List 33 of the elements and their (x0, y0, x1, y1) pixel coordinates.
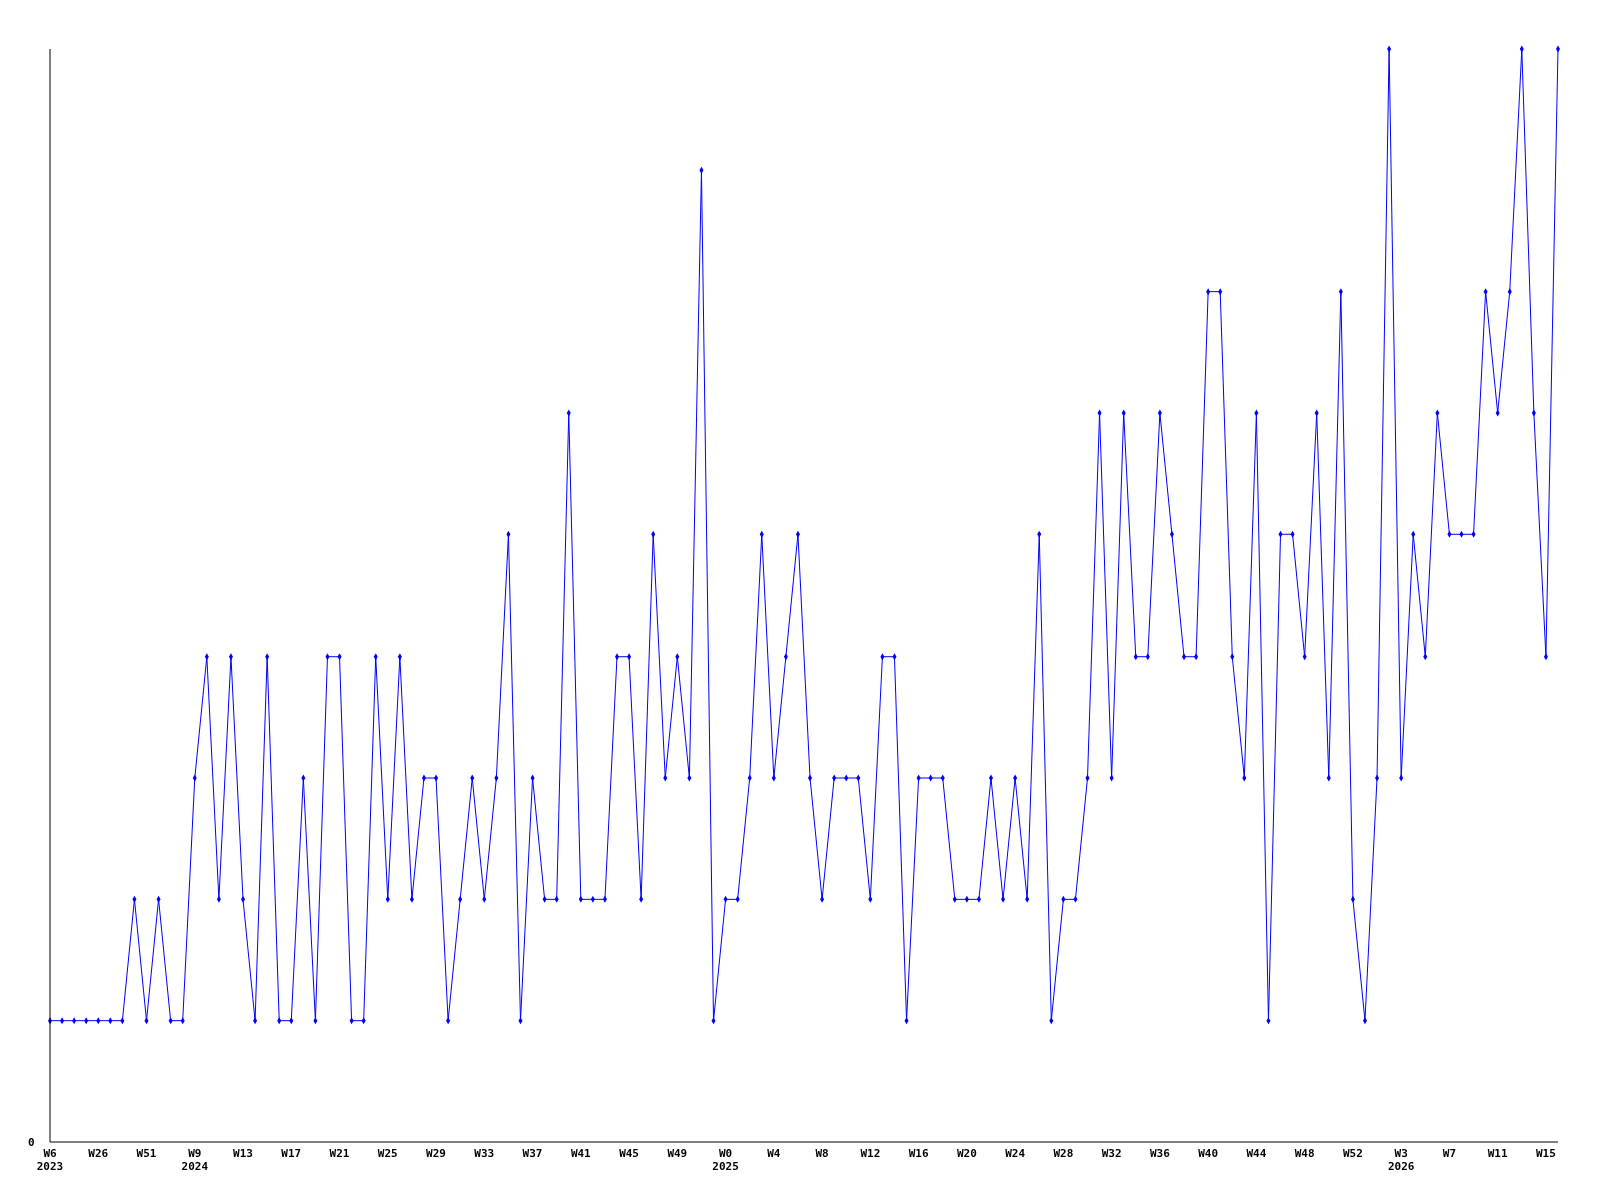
text: 0 (28, 1136, 35, 1149)
x-tick-label: W21 (329, 1147, 350, 1160)
x-tick-label: W16 (908, 1147, 929, 1160)
x-tick-label: W0 2025 (712, 1147, 739, 1173)
x-tick-label: W29 (426, 1147, 446, 1160)
x-tick-label: W4 (767, 1147, 781, 1160)
x-tick-label: W8 (815, 1147, 829, 1160)
x-tick-label: W32 (1101, 1147, 1122, 1160)
x-tick-label: W41 (570, 1147, 592, 1160)
x-tick-label: W13 (233, 1147, 253, 1160)
x-tick-label: W25 (377, 1147, 398, 1160)
x-tick-label: W49 (667, 1147, 688, 1160)
x-tick-label: W33 (474, 1147, 495, 1160)
x-tick-label: W20 (956, 1147, 977, 1160)
x-tick-label: W15 (1536, 1147, 1556, 1160)
x-tick-label: W48 (1294, 1147, 1315, 1160)
x-tick-label: W40 (1198, 1147, 1219, 1160)
x-tick-label: W52 (1342, 1147, 1363, 1160)
x-tick-label: W24 (1005, 1147, 1026, 1160)
x-tick-label: W28 (1053, 1147, 1074, 1160)
x-tick-label: W7 (1442, 1147, 1457, 1160)
x-tick-label: W12 (860, 1147, 881, 1160)
x-tick-label: W51 (136, 1147, 157, 1160)
x-tick-label: W37 (522, 1147, 543, 1160)
x-tick-label: W6 2023 (36, 1147, 64, 1173)
x-tick-label: W17 (281, 1147, 302, 1160)
x-tick-label: W44 (1246, 1147, 1267, 1160)
x-tick-label: W36 (1149, 1147, 1171, 1160)
x-tick-label: W9 2024 (181, 1147, 209, 1173)
x-tick-label: W3 2026 (1387, 1147, 1415, 1173)
x-tick-label: W26 (88, 1147, 109, 1160)
x-tick-label: W11 (1487, 1147, 1508, 1160)
x-tick-label: W45 (619, 1147, 640, 1160)
